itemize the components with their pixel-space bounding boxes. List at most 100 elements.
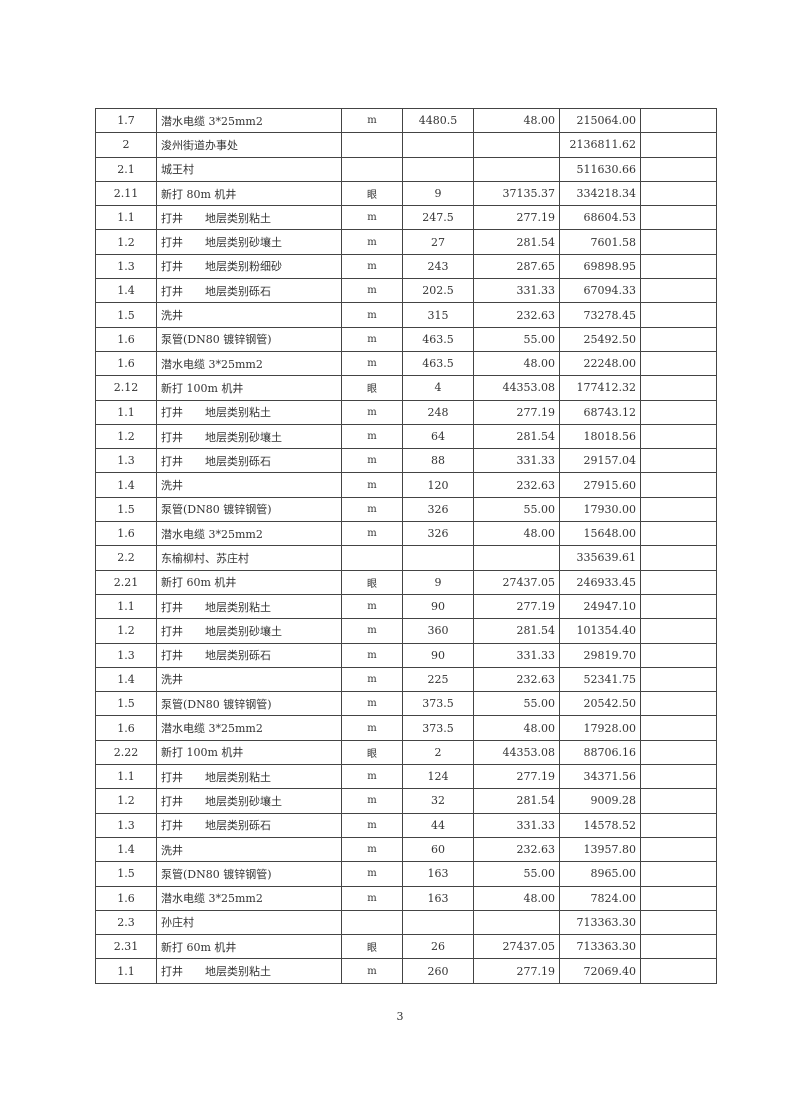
cell-price: 277.19 [473, 399, 560, 425]
cell-price: 55.00 [473, 326, 560, 352]
cell-blank [640, 107, 717, 134]
cell-qty: 90 [402, 642, 474, 668]
cell-blank [640, 934, 717, 960]
cell-name: 泵管(DN80 镀锌钢管) [156, 326, 342, 352]
table-row: 1.3 打井 地层类别砾石 m 44 331.33 14578.52 [95, 812, 717, 838]
cell-total: 25492.50 [559, 326, 641, 352]
cell-price: 27437.05 [473, 934, 560, 960]
cell-no: 1.3 [95, 448, 157, 474]
cell-price [473, 156, 560, 182]
cell-no: 1.4 [95, 836, 157, 863]
cell-qty: 4480.5 [402, 107, 474, 134]
cell-blank [640, 496, 717, 523]
cell-no: 1.4 [95, 472, 157, 498]
table-row: 1.3 打井 地层类别砾石 m 90 331.33 29819.70 [95, 642, 717, 668]
cell-blank [640, 472, 717, 498]
cell-price: 331.33 [473, 642, 560, 668]
cell-price [473, 545, 560, 571]
cell-blank [640, 836, 717, 863]
cell-name: 打井 地层类别砾石 [156, 448, 342, 474]
cell-name: 洗井 [156, 666, 342, 693]
cell-no: 2.2 [95, 545, 157, 571]
cell-total: 18018.56 [559, 423, 641, 450]
cell-name: 泵管(DN80 镀锌钢管) [156, 496, 342, 523]
cell-qty: 9 [402, 569, 474, 595]
cell-unit: m [341, 958, 403, 984]
cell-price: 55.00 [473, 861, 560, 887]
cell-total: 72069.40 [559, 958, 641, 984]
cell-total: 22248.00 [559, 350, 641, 377]
table-row: 1.4 洗井 m 120 232.63 27915.60 [95, 472, 717, 498]
cell-unit: m [341, 861, 403, 887]
cell-price: 281.54 [473, 423, 560, 450]
table-row: 1.4 洗井 m 225 232.63 52341.75 [95, 666, 717, 693]
cell-blank [640, 788, 717, 814]
cell-blank [640, 302, 717, 328]
cell-total: 334218.34 [559, 180, 641, 207]
cell-total: 335639.61 [559, 545, 641, 571]
table-row: 1.2 打井 地层类别砂壤土 m 64 281.54 18018.56 [95, 423, 717, 450]
cell-name: 打井 地层类别砾石 [156, 278, 342, 304]
cell-qty: 360 [402, 618, 474, 644]
cell-total: 8965.00 [559, 861, 641, 887]
cell-blank [640, 521, 717, 547]
table-row: 1.1 打井 地层类别粘土 m 124 277.19 34371.56 [95, 764, 717, 790]
table-row: 1.2 打井 地层类别砂壤土 m 27 281.54 7601.58 [95, 229, 717, 255]
cell-price: 48.00 [473, 350, 560, 377]
cell-blank [640, 278, 717, 304]
cell-total: 13957.80 [559, 836, 641, 863]
cell-unit: m [341, 885, 403, 911]
cell-no: 1.3 [95, 812, 157, 838]
cell-qty: 225 [402, 666, 474, 693]
cell-name: 泵管(DN80 镀锌钢管) [156, 691, 342, 717]
cell-no: 1.1 [95, 764, 157, 790]
cell-total: 29157.04 [559, 448, 641, 474]
cell-total: 177412.32 [559, 375, 641, 401]
cell-unit: m [341, 399, 403, 425]
cell-blank [640, 326, 717, 352]
cell-no: 2.12 [95, 375, 157, 401]
cell-price: 331.33 [473, 278, 560, 304]
cell-name: 打井 地层类别砂壤土 [156, 618, 342, 644]
cost-table: 1.7 潜水电缆 3*25mm2 m 4480.5 48.00 215064.00 2 浚州街… [95, 107, 717, 984]
table-row: 1.6 潜水电缆 3*25mm2 m 373.5 48.00 17928.00 [95, 715, 717, 741]
cell-total: 29819.70 [559, 642, 641, 668]
cell-blank [640, 423, 717, 450]
table-row: 1.5 泵管(DN80 镀锌钢管) m 326 55.00 17930.00 [95, 496, 717, 523]
cell-price: 55.00 [473, 496, 560, 523]
cell-unit: m [341, 326, 403, 352]
cell-price: 331.33 [473, 812, 560, 838]
cell-blank [640, 666, 717, 693]
cell-total: 7824.00 [559, 885, 641, 911]
cell-total: 73278.45 [559, 302, 641, 328]
cell-unit: m [341, 350, 403, 377]
cell-name: 打井 地层类别砂壤土 [156, 229, 342, 255]
cell-total: 15648.00 [559, 521, 641, 547]
cell-no: 2.3 [95, 909, 157, 936]
table-row: 2 浚州街道办事处 2136811.62 [95, 132, 717, 158]
cell-no: 1.5 [95, 861, 157, 887]
cell-no: 2 [95, 132, 157, 158]
cell-name: 打井 地层类别粘土 [156, 205, 342, 231]
cell-total: 20542.50 [559, 691, 641, 717]
cell-blank [640, 132, 717, 158]
cost-table-body: 1.7 潜水电缆 3*25mm2 m 4480.5 48.00 215064.00 2 浚州街… [95, 107, 717, 984]
cell-price: 232.63 [473, 836, 560, 863]
cell-unit: m [341, 448, 403, 474]
cell-no: 1.2 [95, 423, 157, 450]
cell-no: 2.31 [95, 934, 157, 960]
table-row: 1.1 打井 地层类别粘土 m 248 277.19 68743.12 [95, 399, 717, 425]
cell-price: 37135.37 [473, 180, 560, 207]
table-row: 1.3 打井 地层类别砾石 m 88 331.33 29157.04 [95, 448, 717, 474]
cell-unit [341, 132, 403, 158]
cell-total: 68604.53 [559, 205, 641, 231]
cell-no: 1.1 [95, 205, 157, 231]
cell-unit: m [341, 715, 403, 741]
table-row: 2.3 孙庄村 713363.30 [95, 909, 717, 936]
cell-price: 287.65 [473, 253, 560, 280]
table-row: 1.6 潜水电缆 3*25mm2 m 463.5 48.00 22248.00 [95, 350, 717, 377]
cell-qty: 32 [402, 788, 474, 814]
cell-name: 洗井 [156, 472, 342, 498]
cell-name: 潜水电缆 3*25mm2 [156, 885, 342, 911]
cell-name: 潜水电缆 3*25mm2 [156, 350, 342, 377]
